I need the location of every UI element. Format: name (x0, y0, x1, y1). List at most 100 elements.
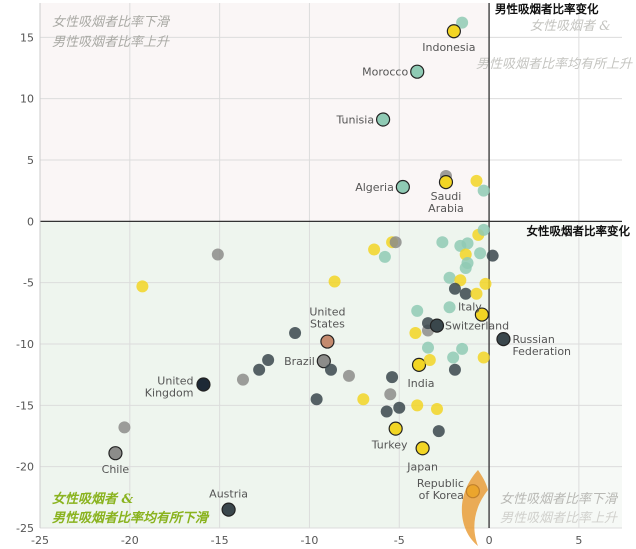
point-label: Austria (209, 488, 248, 501)
data-point-algeria (395, 179, 410, 195)
point-label-line: Italy (458, 301, 482, 314)
point-label-line: Turkey (371, 439, 408, 452)
data-point (328, 275, 341, 288)
point-label-line: Tunisia (336, 114, 375, 127)
data-point (486, 249, 499, 262)
data-point (310, 393, 323, 406)
data-point (378, 250, 391, 263)
data-point (454, 274, 467, 287)
data-point (447, 351, 460, 364)
point-label-line: Republic (417, 477, 464, 490)
point-label: Japan (406, 460, 438, 473)
data-point (430, 403, 443, 416)
data-point-indonesia (446, 24, 461, 39)
point-label: United States (309, 306, 345, 331)
data-point (386, 371, 399, 384)
point-label-line: Morocco (362, 66, 408, 79)
quadrant-lower-right (489, 221, 622, 528)
y-tick-label: -20 (16, 461, 34, 474)
data-point (409, 326, 422, 339)
quadrant-backgrounds (40, 3, 622, 528)
data-point (389, 236, 402, 249)
data-point (211, 248, 224, 261)
y-tick-label: 10 (20, 93, 34, 106)
x-tick-label: -10 (300, 534, 318, 547)
point-label-line: Indonesia (422, 41, 475, 54)
y-tick-label: -15 (16, 399, 34, 412)
point-label: Tunisia (336, 114, 375, 127)
data-point (456, 16, 469, 29)
y-tick-label: -25 (16, 522, 34, 535)
point-label: United Kingdom (145, 374, 194, 399)
point-label: Brazil (284, 355, 315, 368)
data-point (461, 237, 474, 250)
y-tick-label: 0 (27, 215, 34, 228)
point-label: Chile (102, 463, 130, 476)
quadrant-label-top-right-2: 男性吸烟者比率均有所上升 (476, 56, 633, 72)
data-point (448, 282, 461, 295)
quadrant-label-bottom-left-1: 女性吸烟者 & (52, 491, 134, 507)
point-label-line: States (310, 318, 345, 331)
data-point (443, 301, 456, 314)
data-point (342, 369, 355, 382)
data-point (479, 277, 492, 290)
data-point (411, 304, 424, 317)
point-label-line: of Korea (419, 489, 464, 502)
point-label-line: United (309, 306, 345, 319)
point-label-line: Brazil (284, 355, 315, 368)
data-point (423, 353, 436, 366)
point-label: Saudi Arabia (428, 190, 464, 215)
data-point (470, 287, 483, 300)
point-label-line: Russian (512, 333, 554, 346)
point-labels: Indonesia Morocco Tunisia Algeria Saudi Arabi… (102, 41, 571, 502)
x-tick-label: 0 (486, 534, 493, 547)
data-point (118, 421, 131, 434)
x-tick-label: -20 (121, 534, 139, 547)
data-point (368, 243, 381, 256)
point-label-line: Federation (512, 345, 571, 358)
data-point (289, 326, 302, 339)
data-point-switzerland (429, 318, 445, 333)
quadrant-upper-left (40, 3, 490, 222)
point-label: Turkey (371, 439, 408, 452)
data-point-united-states (320, 334, 335, 349)
data-point (253, 363, 266, 376)
x-tick-label: -15 (211, 534, 229, 547)
data-point (477, 223, 490, 236)
data-point (384, 388, 397, 401)
point-label-line: Algeria (355, 181, 394, 194)
point-label-line: Japan (406, 460, 438, 473)
quadrant-label-bottom-left-2: 男性吸烟者比率均有所下滑 (52, 510, 210, 526)
data-point (432, 425, 445, 438)
data-point (357, 393, 370, 406)
data-point (443, 271, 456, 284)
data-point-japan (415, 441, 430, 456)
point-label-line: Switzerland (445, 320, 509, 333)
data-point-morocco (410, 64, 425, 79)
data-point (236, 373, 249, 386)
data-point (448, 363, 461, 376)
point-label: Switzerland (445, 320, 509, 333)
point-label-line: Chile (102, 463, 130, 476)
axes: -25 -20 -15 -10 -5 0 5 15 10 5 0 -5 -10 -15 -20 -25 (16, 3, 622, 547)
y-tick-label: 5 (27, 154, 34, 167)
point-label: Algeria (355, 181, 394, 194)
data-point-saudi-arabia (438, 174, 454, 190)
data-point-italy (474, 307, 489, 322)
quadrant-label-bottom-right-1: 女性吸烟者比率下滑 (500, 491, 619, 507)
point-label-line: Arabia (428, 202, 464, 215)
point-label: Russian Federation (512, 333, 571, 358)
data-point-turkey (388, 421, 403, 436)
data-point-russian-federation (496, 331, 511, 347)
x-tick-label: -25 (31, 534, 49, 547)
data-point (325, 363, 337, 376)
point-label-line: Saudi (431, 190, 462, 203)
y-tick-label: 15 (20, 31, 34, 44)
point-label: Indonesia (422, 41, 475, 54)
quadrant-label-top-left-2: 男性吸烟者比率上升 (52, 34, 170, 50)
point-label: Republic of Korea (417, 477, 464, 502)
x-axis-title: 女性吸烟者比率变化 (527, 224, 631, 238)
point-label: India (408, 377, 435, 390)
data-points (108, 16, 511, 517)
